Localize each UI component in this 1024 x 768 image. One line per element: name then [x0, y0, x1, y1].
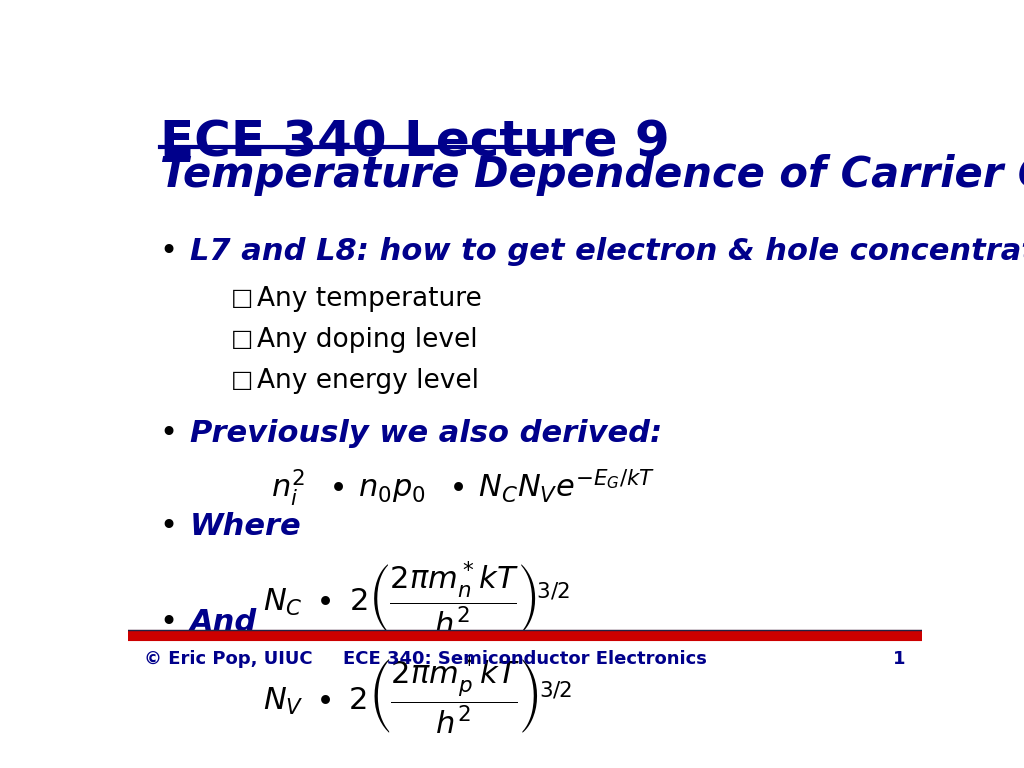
- Text: Temperature Dependence of Carrier Concentrations: Temperature Dependence of Carrier Concen…: [160, 154, 1024, 197]
- Text: $N_C \;\bullet\; 2\left(\dfrac{2\pi m_n^* kT}{h^2}\right)^{\!3/2}$: $N_C \;\bullet\; 2\left(\dfrac{2\pi m_n^…: [263, 559, 570, 637]
- Text: Any temperature: Any temperature: [257, 286, 482, 312]
- Text: •: •: [160, 607, 178, 637]
- Text: •: •: [160, 237, 178, 266]
- Text: And: And: [189, 607, 257, 637]
- Text: $n_i^2 \;\;\bullet\, n_0 p_0 \;\;\bullet\, N_C N_V e^{-E_G/kT}$: $n_i^2 \;\;\bullet\, n_0 p_0 \;\;\bullet…: [270, 468, 655, 508]
- Text: Any doping level: Any doping level: [257, 327, 478, 353]
- Text: □: □: [231, 286, 254, 310]
- Text: 1: 1: [893, 650, 905, 667]
- Text: Any energy level: Any energy level: [257, 369, 479, 394]
- Text: □: □: [231, 327, 254, 351]
- Text: •: •: [160, 419, 178, 448]
- Text: © Eric Pop, UIUC: © Eric Pop, UIUC: [143, 650, 312, 667]
- Text: •: •: [160, 512, 178, 541]
- Text: □: □: [231, 369, 254, 392]
- Text: ECE 340 Lecture 9: ECE 340 Lecture 9: [160, 119, 670, 167]
- Text: L7 and L8: how to get electron & hole concentrations at:: L7 and L8: how to get electron & hole co…: [189, 237, 1024, 266]
- Text: $N_V \;\bullet\; 2\left(\dfrac{2\pi m_p^* kT}{h^2}\right)^{\!3/2}$: $N_V \;\bullet\; 2\left(\dfrac{2\pi m_p^…: [263, 655, 572, 737]
- Text: Where: Where: [189, 512, 301, 541]
- Text: Previously we also derived:: Previously we also derived:: [189, 419, 663, 448]
- Text: ECE 340: Semiconductor Electronics: ECE 340: Semiconductor Electronics: [343, 650, 707, 667]
